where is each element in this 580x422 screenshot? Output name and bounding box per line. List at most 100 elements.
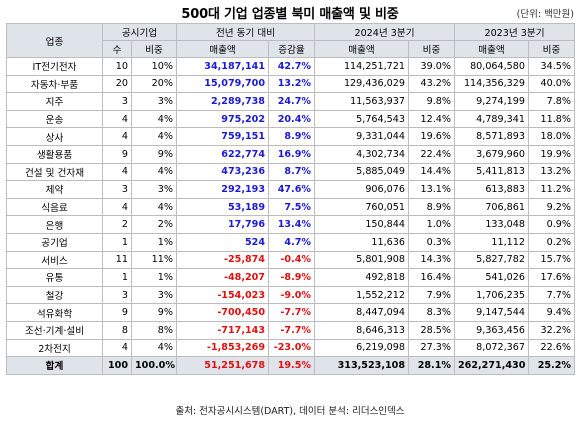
cell-count: 1	[102, 268, 132, 287]
cell-2024-share: 9.8%	[408, 92, 455, 111]
cell-yoy-sales: 51,251,678	[176, 356, 269, 375]
cell-2024-sales: 4,302,734	[314, 144, 409, 164]
header-share: 비중	[131, 40, 177, 58]
cell-2024-sales: 1,552,212	[314, 285, 409, 305]
cell-2023-share: 11.8%	[528, 109, 575, 129]
cell-2023-share: 7.8%	[528, 92, 575, 111]
cell-2023-share: 19.9%	[528, 144, 575, 164]
cell-industry: 합계	[6, 356, 103, 375]
cell-count: 9	[102, 303, 132, 322]
cell-industry: 유통	[6, 268, 103, 287]
cell-share: 4%	[131, 162, 177, 182]
cell-2023-sales: 3,679,960	[454, 144, 529, 164]
table-row: 철강 3 3% -154,023 -9.0% 1,552,212 7.9% 1,706,235…	[6, 285, 575, 305]
table-row: 상사 4 4% 759,151 8.9% 9,331,044 19.6% 8,571,893 1…	[6, 127, 575, 146]
cell-2023-share: 17.6%	[528, 268, 575, 287]
cell-industry: 제약	[6, 180, 103, 199]
cell-2023-sales: 9,147,544	[454, 303, 529, 322]
cell-2024-share: 16.4%	[408, 268, 455, 287]
cell-count: 4	[102, 162, 132, 182]
cell-2024-share: 27.3%	[408, 338, 455, 358]
cell-industry: 공기업	[6, 232, 103, 252]
cell-2024-sales: 6,219,098	[314, 338, 409, 358]
header-group-public: 공시기업	[102, 23, 177, 41]
cell-2024-sales: 129,436,029	[314, 74, 409, 94]
cell-2023-share: 9.4%	[528, 303, 575, 322]
cell-share: 4%	[131, 197, 177, 217]
header-row-groups: 업종 공시기업 전년 동기 대비 2024년 3분기 2023년 3분기	[6, 23, 575, 58]
cell-yoy-rate: 13.4%	[268, 215, 315, 234]
cell-industry: 석유화학	[6, 303, 103, 322]
cell-yoy-sales: -1,853,269	[176, 338, 269, 358]
cell-2023-sales: 114,356,329	[454, 74, 529, 94]
cell-share: 4%	[131, 338, 177, 358]
table-row: IT전기전자 10 10% 34,187,141 42.7% 114,251,721 39.…	[6, 57, 575, 76]
cell-2024-share: 28.1%	[408, 356, 455, 375]
cell-yoy-rate: 8.9%	[268, 127, 315, 146]
cell-count: 3	[102, 92, 132, 111]
cell-share: 3%	[131, 180, 177, 199]
cell-count: 4	[102, 338, 132, 358]
cell-industry: 상사	[6, 127, 103, 146]
table-row: 제약 3 3% 292,193 47.6% 906,076 13.1% 613,883 11.2…	[6, 180, 575, 199]
cell-2024-sales: 760,051	[314, 197, 409, 217]
cell-2023-sales: 4,789,341	[454, 109, 529, 129]
cell-count: 10	[102, 57, 132, 76]
header-2024-share: 비중	[408, 40, 455, 58]
cell-yoy-rate: 42.7%	[268, 57, 315, 76]
header-2023-sales: 매출액	[454, 40, 529, 58]
cell-yoy-rate: 19.5%	[268, 356, 315, 375]
cell-yoy-rate: -23.0%	[268, 338, 315, 358]
unit-label: (단위: 백만원)	[516, 9, 574, 20]
table-row: 조선·기계·설비 8 8% -717,143 -7.7% 8,646,313 28.5% 9,…	[6, 320, 575, 340]
cell-yoy-sales: 34,187,141	[176, 57, 269, 76]
cell-2024-share: 8.3%	[408, 303, 455, 322]
cell-2023-sales: 5,411,813	[454, 162, 529, 182]
cell-2023-sales: 706,861	[454, 197, 529, 217]
title-bar: 500대 기업 업종별 북미 매출액 및 비중 (단위: 백만원)	[0, 0, 580, 22]
cell-2023-sales: 5,827,782	[454, 250, 529, 270]
cell-industry: 운송	[6, 109, 103, 129]
cell-yoy-sales: 622,774	[176, 144, 269, 164]
cell-share: 9%	[131, 144, 177, 164]
cell-2023-share: 34.5%	[528, 57, 575, 76]
cell-2023-share: 11.2%	[528, 180, 575, 199]
cell-yoy-rate: 4.7%	[268, 232, 315, 252]
cell-2024-share: 14.3%	[408, 250, 455, 270]
cell-2024-sales: 5,764,543	[314, 109, 409, 129]
source-note: 출처: 전자공시시스템(DART), 데이터 분석: 리더스인덱스	[175, 406, 405, 417]
cell-count: 4	[102, 197, 132, 217]
header-yoy-sales: 매출액	[176, 40, 269, 58]
cell-2023-share: 0.2%	[528, 232, 575, 252]
cell-industry: 은행	[6, 215, 103, 234]
cell-2024-share: 39.0%	[408, 57, 455, 76]
header-2024-sales: 매출액	[314, 40, 409, 58]
header-industry: 업종	[6, 23, 103, 58]
cell-yoy-sales: -25,874	[176, 250, 269, 270]
cell-2023-sales: 9,274,199	[454, 92, 529, 111]
cell-industry: 식음료	[6, 197, 103, 217]
cell-yoy-rate: 20.4%	[268, 109, 315, 129]
cell-2023-sales: 8,571,893	[454, 127, 529, 146]
cell-industry: 자동차·부품	[6, 74, 103, 94]
cell-yoy-sales: 53,189	[176, 197, 269, 217]
header-count: 수	[102, 40, 132, 58]
header-yoy-rate: 증감율	[268, 40, 315, 58]
cell-2023-share: 32.2%	[528, 320, 575, 340]
cell-share: 100.0%	[131, 356, 177, 375]
cell-count: 100	[102, 356, 132, 375]
cell-count: 4	[102, 127, 132, 146]
cell-share: 4%	[131, 127, 177, 146]
cell-share: 3%	[131, 92, 177, 111]
total-row: 합계 100 100.0% 51,251,678 19.5% 313,523,108 28.…	[6, 356, 575, 375]
cell-yoy-sales: 759,151	[176, 127, 269, 146]
header-group-2023: 2023년 3분기	[454, 23, 575, 41]
cell-yoy-rate: 16.9%	[268, 144, 315, 164]
cell-2024-share: 13.1%	[408, 180, 455, 199]
cell-2024-sales: 114,251,721	[314, 57, 409, 76]
cell-yoy-rate: -7.7%	[268, 320, 315, 340]
cell-2024-share: 28.5%	[408, 320, 455, 340]
cell-share: 1%	[131, 268, 177, 287]
table-row: 석유화학 9 9% -700,450 -7.7% 8,447,094 8.3% 9,147,5…	[6, 303, 575, 322]
cell-2023-sales: 133,048	[454, 215, 529, 234]
